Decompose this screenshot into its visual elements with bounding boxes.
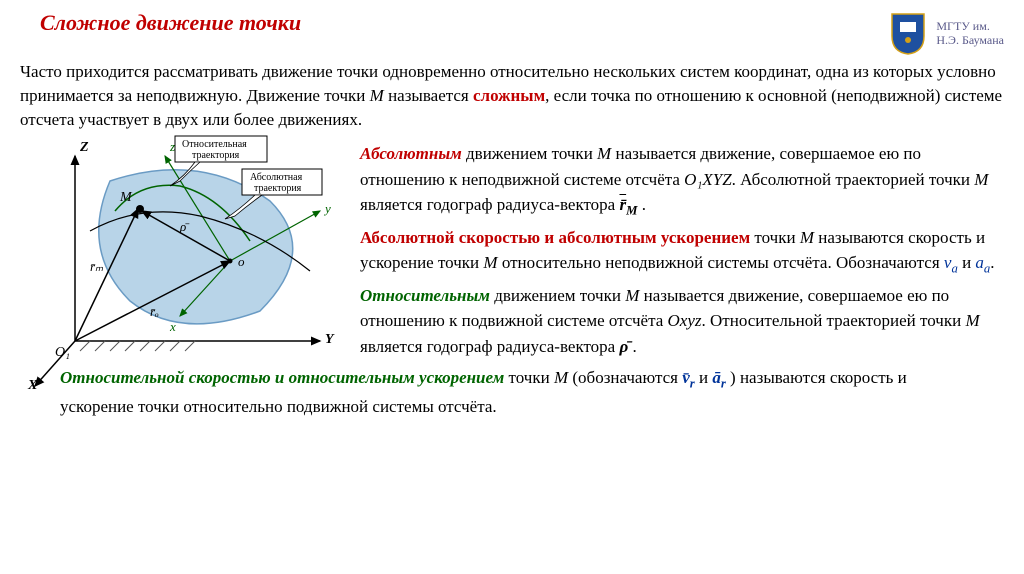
t: движением точки [490,286,625,305]
t: . [637,195,646,214]
var-M: M [597,144,611,163]
callout-abs-1: Абсолютная [250,172,303,183]
term-absolute: Абсолютным [360,144,462,163]
vec-rM: r̄ₘ [90,259,104,274]
axis-x: x [169,319,176,334]
var-M: M [974,170,988,189]
absolute-speed-para: Абсолютной скоростью и абсолютным ускоре… [360,221,1004,279]
frame-moving: Oxyz [668,311,702,330]
callout-rel-1: Относительная [182,139,247,150]
kinematics-diagram: Z z M y x Y X O₁ o r̄ₘ r̄ₒ ρ̄ Относитель… [20,131,350,391]
var-M: M [370,86,384,105]
t: (обозначаются [568,368,682,387]
intro-text2: называется [384,86,473,105]
var-M: M [800,228,814,247]
t: относительно неподвижной системы отсчёта… [498,253,944,272]
axis-y: y [323,201,331,216]
var-M: M [483,253,497,272]
uni-name-2: Н.Э. Баумана [936,33,1004,47]
t: . Абсолютной траекторией точки [732,170,975,189]
t: и [695,368,713,387]
var-M: M [625,286,639,305]
origin-o: o [238,254,245,269]
var-M: M [965,311,979,330]
relative-motion-para: Относительным движением точки M называет… [360,279,1004,360]
intro-paragraph: Часто приходится рассматривать движение … [0,56,1024,131]
university-crest-icon [888,10,928,56]
callout-abs-2: траектория [254,183,302,194]
page-title: Сложное движение точки [40,10,301,36]
uni-name-1: МГТУ им. [936,19,1004,33]
t: является годограф радиуса-вектора [360,195,619,214]
vec-rO: r̄ₒ [150,304,159,319]
t: . [990,253,994,272]
var-M: M [554,368,568,387]
t: . Относительной траекторией точки [702,311,966,330]
sym-aa: a [975,253,984,272]
t: движением точки [462,144,597,163]
axis-Y: Y [325,332,335,347]
axis-Z: Z [79,140,89,155]
university-branding: МГТУ им. Н.Э. Баумана [888,10,1004,56]
t: точки [504,368,554,387]
point-M: M [119,190,133,205]
term-abs-speed: Абсолютной скоростью и абсолютным ускоре… [360,228,750,247]
term-relative: Относительным [360,286,490,305]
callout-rel-2: траектория [192,150,240,161]
axis-z: z [169,139,175,154]
axis-X: X [27,378,38,391]
t: является годограф радиуса-вектора [360,337,619,356]
t: и [958,253,976,272]
absolute-motion-para: Абсолютным движением точки M называется … [360,131,1004,221]
sub-M: M [626,204,637,218]
sym-vr: v̄ [682,368,690,387]
term-complex: сложным [473,86,545,105]
vec-rho: ρ̄ [619,337,628,356]
frame-fixed: O₁XYZ [684,170,731,189]
origin-O1: O₁ [55,345,70,360]
t: . [628,337,637,356]
sym-ar: ā [712,368,721,387]
t: точки [750,228,800,247]
